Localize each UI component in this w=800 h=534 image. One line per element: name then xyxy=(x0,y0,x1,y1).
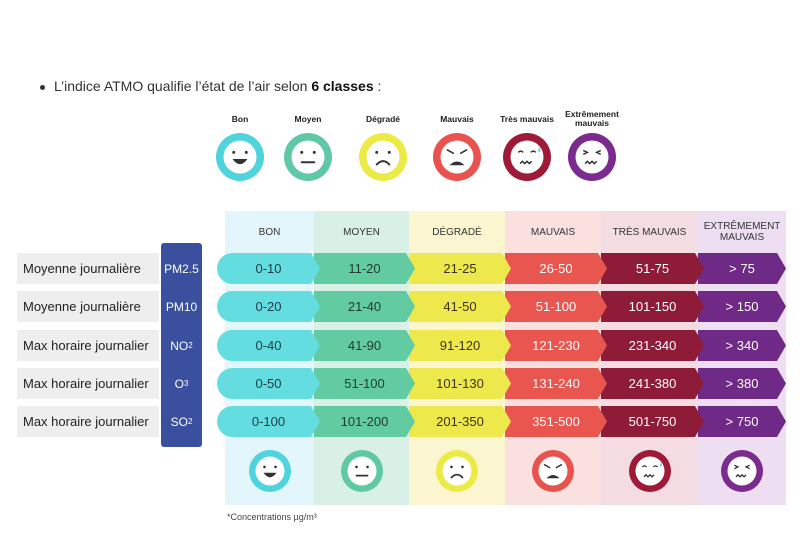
value-cell: 21-25 xyxy=(409,253,511,284)
dizzy-face-icon xyxy=(720,449,764,493)
bullet-dot xyxy=(40,85,45,90)
value-cell: 201-350 xyxy=(409,406,511,437)
value-cell: 0-10 xyxy=(217,253,320,284)
legend-label: Moyen xyxy=(294,113,322,124)
row-label: Moyenne journalière xyxy=(17,253,159,284)
happy-face-icon xyxy=(205,132,275,182)
value-cell: 21-40 xyxy=(314,291,415,322)
value-cell: 41-90 xyxy=(314,330,415,361)
legend-item: Extrêmement mauvais xyxy=(557,106,627,182)
legend-label: Mauvais xyxy=(440,113,474,124)
sick-face-icon xyxy=(492,132,562,182)
value-cell: > 380 xyxy=(698,368,786,399)
value-cell: 131-240 xyxy=(505,368,607,399)
value-cell: > 340 xyxy=(698,330,786,361)
value-cell: 51-100 xyxy=(314,368,415,399)
value-cell: 0-20 xyxy=(217,291,320,322)
value-cell: 0-100 xyxy=(217,406,320,437)
legend-item: Moyen xyxy=(273,106,343,182)
value-cell: 501-750 xyxy=(601,406,704,437)
value-cell: 0-50 xyxy=(217,368,320,399)
intro-text: L’indice ATMO qualifie l’état de l’air s… xyxy=(54,78,312,94)
pollutant-subscript: 3 xyxy=(183,379,189,388)
value-cell: 26-50 xyxy=(505,253,607,284)
row-label: Max horaire journalier xyxy=(17,368,159,399)
value-cell: 11-20 xyxy=(314,253,415,284)
pollutant-name: NO xyxy=(170,338,189,353)
value-cell: 351-500 xyxy=(505,406,607,437)
value-cell: 101-150 xyxy=(601,291,704,322)
pollutant-name: SO xyxy=(170,414,188,429)
column-header: EXTRÊMEMENT MAUVAIS xyxy=(703,221,781,243)
intro-bold: 6 classes xyxy=(311,78,374,94)
pollutant-subscript: 2 xyxy=(188,341,193,350)
column-header: DÉGRADÉ xyxy=(432,226,482,238)
column-header: MAUVAIS xyxy=(530,226,576,238)
value-cell: 0-40 xyxy=(217,330,320,361)
pollutant-name: PM10 xyxy=(165,299,198,314)
legend-label: Bon xyxy=(231,113,249,124)
value-cell: 51-75 xyxy=(601,253,704,284)
sad-face-icon xyxy=(348,132,418,182)
neutral-face-icon xyxy=(273,132,343,182)
legend-item: Bon xyxy=(205,106,275,182)
legend-item: Dégradé xyxy=(348,106,418,182)
value-cell: > 75 xyxy=(698,253,786,284)
value-cell: 101-200 xyxy=(314,406,415,437)
dizzy-face-icon xyxy=(557,132,627,182)
column-header: MOYEN xyxy=(343,226,380,238)
row-label: Moyenne journalière xyxy=(17,291,159,322)
neutral-face-icon xyxy=(340,449,384,493)
value-cell: > 150 xyxy=(698,291,786,322)
angry-face-icon xyxy=(422,132,492,182)
value-cell: 41-50 xyxy=(409,291,511,322)
pollutant-name: O xyxy=(174,376,184,391)
value-cell: 231-340 xyxy=(601,330,704,361)
intro-bullet: L’indice ATMO qualifie l’état de l’air s… xyxy=(40,78,382,94)
legend-item: Très mauvais xyxy=(492,106,562,182)
column-header: TRÈS MAUVAIS xyxy=(612,226,687,238)
legend-label: Très mauvais xyxy=(500,113,554,124)
value-cell: 121-230 xyxy=(505,330,607,361)
legend-label: Extrêmement mauvais xyxy=(565,109,619,128)
row-label: Max horaire journalier xyxy=(17,406,159,437)
legend-item: Mauvais xyxy=(422,106,492,182)
pollutant-name: PM2.5 xyxy=(164,261,199,276)
pollutant-label: SO 2 xyxy=(161,406,202,437)
pollutant-label: PM10 xyxy=(161,291,202,322)
happy-face-icon xyxy=(248,449,292,493)
pollutant-label: NO 2 xyxy=(161,330,202,361)
sick-face-icon xyxy=(628,449,672,493)
pollutant-column xyxy=(161,243,202,447)
value-cell: 51-100 xyxy=(505,291,607,322)
intro-suffix: : xyxy=(373,78,382,94)
legend-label: Dégradé xyxy=(365,113,400,124)
value-cell: 241-380 xyxy=(601,368,704,399)
value-cell: > 750 xyxy=(698,406,786,437)
pollutant-label: PM2.5 xyxy=(161,253,202,284)
value-cell: 91-120 xyxy=(409,330,511,361)
column-header: BON xyxy=(258,226,281,238)
row-label: Max horaire journalier xyxy=(17,330,159,361)
sad-face-icon xyxy=(435,449,479,493)
angry-face-icon xyxy=(531,449,575,493)
pollutant-subscript: 2 xyxy=(187,417,193,426)
footnote: *Concentrations µg/m³ xyxy=(227,512,317,522)
value-cell: 101-130 xyxy=(409,368,511,399)
